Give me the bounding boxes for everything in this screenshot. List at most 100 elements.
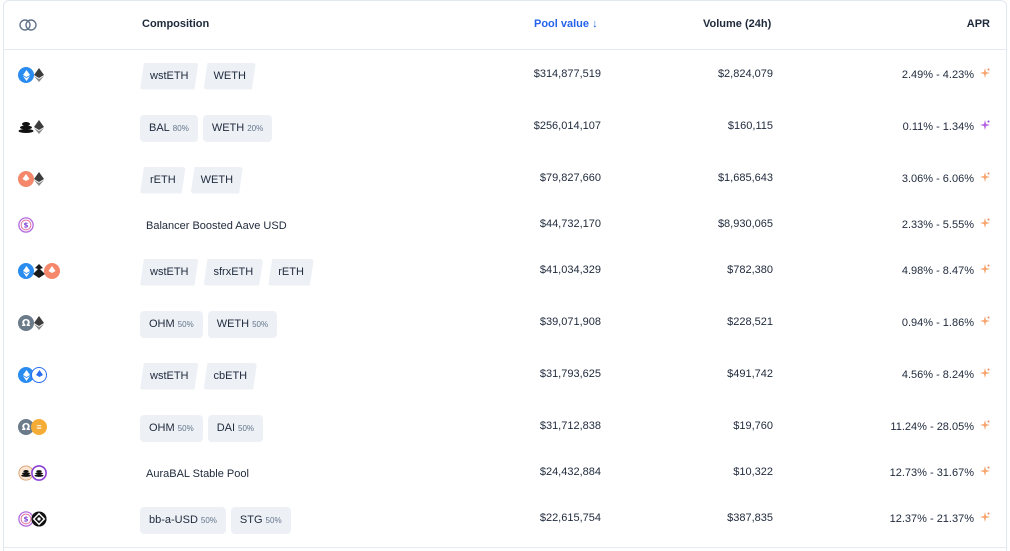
volume-header[interactable]: Volume (24h) xyxy=(703,18,772,30)
orange-sparkle-icon[interactable] xyxy=(980,466,990,479)
pool-value: $79,827,660 xyxy=(539,172,601,184)
orange-sparkle-icon[interactable] xyxy=(980,172,990,185)
wsteth-icon xyxy=(18,67,34,83)
token-symbol: DAI xyxy=(216,422,236,434)
table-header: Composition Pool value ↓ Volume (24h) AP… xyxy=(4,1,1006,50)
cbeth-icon xyxy=(31,367,47,383)
pool-row[interactable]: Ω OHM 50% WETH 50% $39,071,908 $228,521 0.94% -… xyxy=(4,309,1006,339)
pool-composition: Balancer Boosted Aave USD xyxy=(140,211,287,241)
wsteth-icon xyxy=(18,367,34,383)
svg-text:$: $ xyxy=(24,515,29,524)
pool-row[interactable]: wstETH sfrxETH rETH $41,034,329 $782,380 4.98… xyxy=(4,257,1006,287)
pool-value: $39,071,908 xyxy=(539,316,601,328)
token-pill: sfrxETH xyxy=(204,259,264,286)
orange-sparkle-icon[interactable] xyxy=(980,316,990,329)
apr-range: 0.94% - 1.86% xyxy=(901,316,974,329)
pool-row[interactable]: rETH WETH $79,827,660 $1,685,643 3.06% - 6.0… xyxy=(4,165,1006,195)
eth-icon xyxy=(31,67,47,83)
token-pill: wstETH xyxy=(140,63,199,90)
pool-value-header[interactable]: Pool value ↓ xyxy=(534,18,598,30)
pool-composition: wstETH cbETH xyxy=(140,361,257,391)
pool-composition: rETH WETH xyxy=(140,165,243,195)
pool-name[interactable]: Balancer Boosted Aave USD xyxy=(146,220,287,232)
network-filter-icon[interactable] xyxy=(19,19,37,31)
apr-cell: 11.24% - 28.05% xyxy=(890,420,990,433)
purple-sparkle-icon[interactable] xyxy=(980,120,990,133)
pool-value: $41,034,329 xyxy=(539,264,601,276)
token-weight: 50% xyxy=(252,319,269,329)
reth-icon xyxy=(18,171,34,187)
orange-sparkle-icon[interactable] xyxy=(980,368,990,381)
token-pill: rETH xyxy=(140,167,186,194)
token-pill: bb-a-USD 50% xyxy=(140,506,226,534)
pool-row[interactable]: BAL 80% WETH 20% $256,014,107 $160,115 0.11% -… xyxy=(4,113,1006,143)
token-symbol: sfrxETH xyxy=(213,266,254,278)
apr-cell: 4.56% - 8.24% xyxy=(902,368,990,381)
token-pill: wstETH xyxy=(140,259,199,286)
apr-range: 2.33% - 5.55% xyxy=(901,218,974,231)
token-weight: 50% xyxy=(200,515,217,525)
token-symbol: WETH xyxy=(200,174,234,186)
token-symbol: WETH xyxy=(216,318,250,330)
apr-cell: 4.98% - 8.47% xyxy=(902,264,990,277)
apr-range: 0.11% - 1.34% xyxy=(902,120,974,133)
pool-composition: bb-a-USD 50% STG 50% xyxy=(140,505,291,535)
token-weight: 50% xyxy=(265,515,282,525)
pool-value: $31,793,625 xyxy=(539,368,601,380)
apr-cell: 12.37% - 21.37% xyxy=(890,512,990,525)
orange-sparkle-icon[interactable] xyxy=(980,420,990,433)
token-pill: DAI 50% xyxy=(207,414,264,442)
volume-24h: $10,322 xyxy=(733,466,773,478)
volume-24h: $2,824,079 xyxy=(717,68,773,80)
apr-range: 2.49% - 4.23% xyxy=(901,68,974,81)
token-symbol: wstETH xyxy=(150,70,189,82)
apr-header[interactable]: APR xyxy=(966,18,990,30)
pool-composition: OHM 50% DAI 50% xyxy=(140,413,264,443)
pool-row[interactable]: $ Balancer Boosted Aave USD $44,732,170 $8,… xyxy=(4,211,1006,241)
ohm-icon: Ω xyxy=(18,419,34,435)
apr-cell: 0.11% - 1.34% xyxy=(903,120,990,133)
pool-composition: AuraBAL Stable Pool xyxy=(140,459,249,489)
token-symbol: BAL xyxy=(149,122,170,134)
ohm-icon: Ω xyxy=(18,315,34,331)
token-pill: OHM 50% xyxy=(140,310,203,338)
orange-sparkle-icon[interactable] xyxy=(980,512,990,525)
apr-range: 4.98% - 8.47% xyxy=(901,264,974,277)
pool-row[interactable]: wstETH WETH $314,877,519 $2,824,079 2.49% - … xyxy=(4,61,1006,91)
pool-composition: OHM 50% WETH 50% xyxy=(140,309,278,339)
bal-icon xyxy=(18,119,34,135)
pool-value: $314,877,519 xyxy=(533,68,601,80)
orange-sparkle-icon[interactable] xyxy=(980,68,990,81)
pool-row[interactable]: wstETH cbETH $31,793,625 $491,742 4.56% - 8.… xyxy=(4,361,1006,391)
eth-icon xyxy=(31,315,47,331)
pool-row[interactable]: Ω ≡ OHM 50% DAI 50% $31,712,838 $19,760 11.24% -… xyxy=(4,413,1006,443)
svg-text:$: $ xyxy=(24,221,29,230)
apr-range: 3.06% - 6.06% xyxy=(901,172,974,185)
aurabal-icon xyxy=(18,465,34,481)
pool-row[interactable]: AuraBAL Stable Pool $24,432,884 $10,322 12.… xyxy=(4,459,1006,489)
eth-icon xyxy=(31,119,47,135)
dai-icon: ≡ xyxy=(31,419,47,435)
pool-value: $31,712,838 xyxy=(539,420,601,432)
pool-name[interactable]: AuraBAL Stable Pool xyxy=(146,468,249,480)
pool-value: $44,732,170 xyxy=(539,218,601,230)
apr-range: 12.73% - 31.67% xyxy=(889,466,974,479)
volume-24h: $1,685,643 xyxy=(717,172,773,184)
token-weight: 80% xyxy=(172,123,189,133)
token-pill: BAL 80% xyxy=(140,114,198,142)
apr-range: 12.37% - 21.37% xyxy=(889,512,974,525)
apr-range: 11.24% - 28.05% xyxy=(890,420,974,433)
orange-sparkle-icon[interactable] xyxy=(980,264,990,277)
table-divider xyxy=(4,547,1006,548)
bb-a-usd-icon: $ xyxy=(18,511,34,527)
token-pill: cbETH xyxy=(204,363,258,390)
token-symbol: bb-a-USD xyxy=(149,514,198,526)
token-pill: wstETH xyxy=(140,363,199,390)
stg-icon xyxy=(31,511,47,527)
token-weight: 20% xyxy=(247,123,264,133)
token-symbol: OHM xyxy=(149,318,175,330)
pool-row[interactable]: $ bb-a-USD 50% STG 50% $22,615,754 $387,835 12.… xyxy=(4,505,1006,535)
pool-value: $24,432,884 xyxy=(539,466,601,478)
orange-sparkle-icon[interactable] xyxy=(980,218,990,231)
pool-value: $256,014,107 xyxy=(533,120,601,132)
